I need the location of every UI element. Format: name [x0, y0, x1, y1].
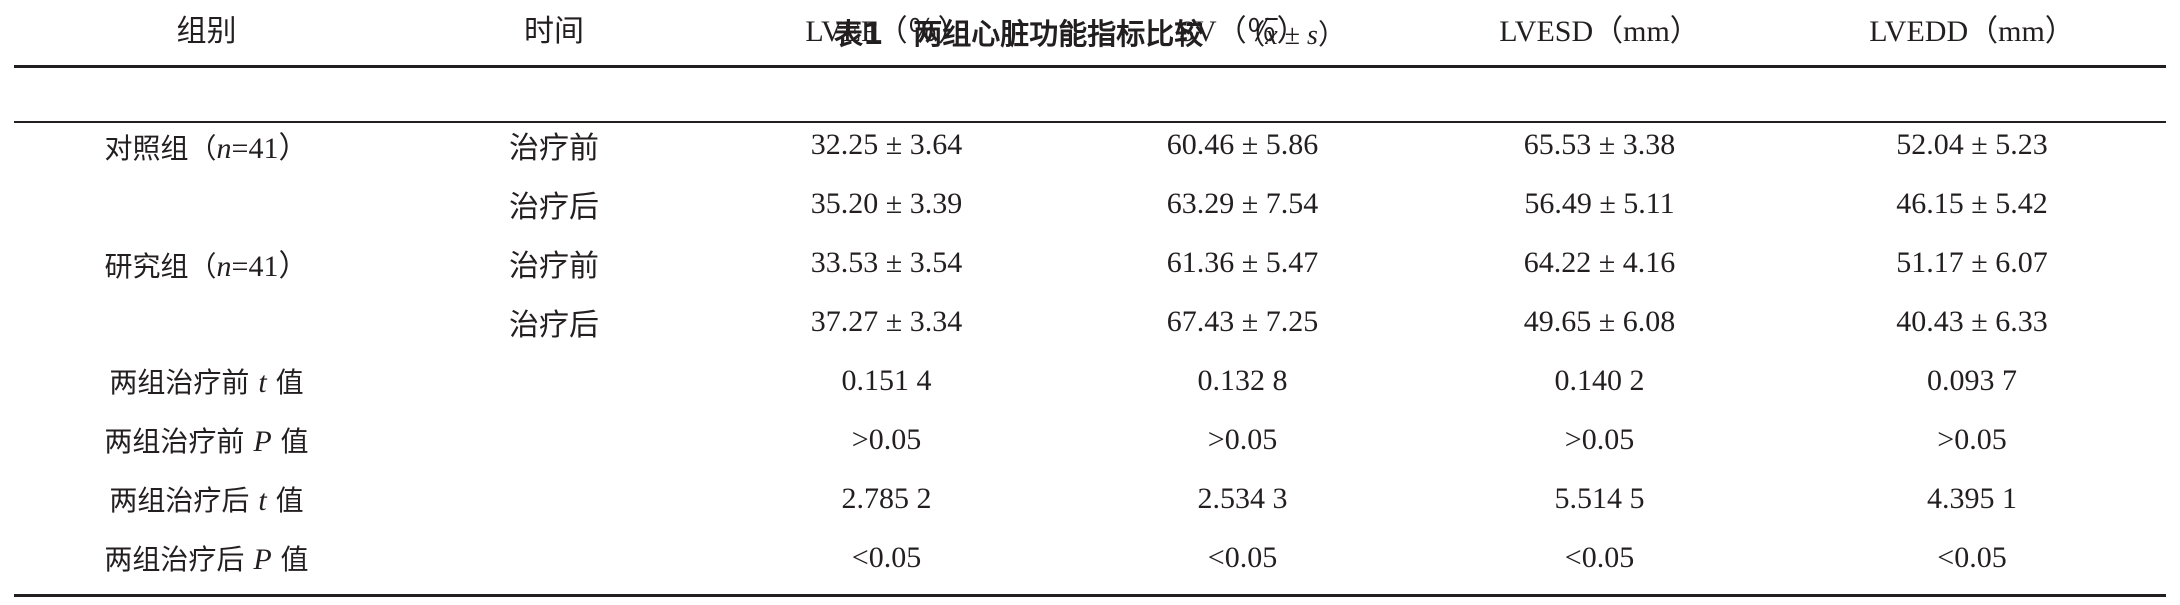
time-cell: 治疗后 — [509, 189, 599, 225]
value-cell: 63.29 ± 7.54 — [1166, 186, 1319, 220]
value-cell: 67.43 ± 7.25 — [1166, 304, 1319, 338]
notation-sd-symbol: s — [1307, 20, 1318, 51]
table-row: 治疗后 37.27 ± 3.34 67.43 ± 7.25 49.65 ± 6.… — [14, 292, 2166, 351]
empty-cell — [399, 410, 709, 469]
value-cell: 64.22 ± 4.16 — [1523, 245, 1676, 279]
value-cell: 37.27 ± 3.34 — [810, 304, 963, 338]
empty-cell — [399, 351, 709, 410]
stat-value-cell: 2.534 3 — [1197, 481, 1288, 515]
stat-value-cell: <0.05 — [1937, 540, 2007, 574]
empty-cell — [399, 528, 709, 587]
table-row: 研究组（n=41） 治疗前 33.53 ± 3.54 61.36 ± 5.47 … — [14, 233, 2166, 292]
value-cell: 33.53 ± 3.54 — [810, 245, 963, 279]
group-cell: 对照组（n=41） — [104, 131, 309, 165]
value-cell: 49.65 ± 6.08 — [1523, 304, 1676, 338]
table-bottom-rule — [14, 594, 2166, 597]
stat-value-cell: <0.05 — [1207, 540, 1278, 574]
stat-row: 两组治疗前 P 值 >0.05 >0.05 >0.05 >0.05 — [14, 410, 2166, 469]
stat-row: 两组治疗后 P 值 <0.05 <0.05 <0.05 <0.05 — [14, 528, 2166, 587]
stat-value-cell: 0.132 8 — [1197, 363, 1288, 397]
value-cell: 40.43 ± 6.33 — [1896, 304, 2048, 338]
stat-value-cell: >0.05 — [851, 422, 922, 456]
value-cell: 51.17 ± 6.07 — [1896, 245, 2048, 279]
header-sv: SV（％） — [1178, 15, 1307, 48]
group-cell — [14, 292, 399, 351]
group-cell — [14, 174, 399, 233]
header-lvedd: LVEDD（mm） — [1869, 15, 2075, 48]
stat-label-cell: 两组治疗前 t 值 — [109, 365, 304, 399]
caption-spacer-row — [14, 56, 2166, 115]
time-cell: 治疗前 — [509, 130, 599, 166]
group-cell: 研究组（n=41） — [104, 249, 309, 283]
table-row: 治疗后 35.20 ± 3.39 63.29 ± 7.54 56.49 ± 5.… — [14, 174, 2166, 233]
table-top-rule — [14, 65, 2166, 68]
notation-plus-minus: ± — [1277, 20, 1308, 51]
statistic-notation: （x ± s） — [1237, 20, 1346, 51]
cardiac-function-table: 组别 时间 LVEF（％） SV（％） LVESD（mm） LVEDD（mm） … — [14, 0, 2166, 587]
value-cell: 52.04 ± 5.23 — [1896, 127, 2048, 161]
header-group: 组别 — [176, 14, 237, 49]
header-lvesd: LVESD（mm） — [1499, 15, 1700, 48]
header-time: 时间 — [524, 14, 584, 49]
stat-value-cell: 0.093 7 — [1927, 363, 2017, 397]
empty-cell — [399, 469, 709, 528]
stat-value-cell: 2.785 2 — [841, 481, 932, 515]
table-caption: 表1 两组心脏功能指标比较 （x ± s） — [0, 14, 2180, 56]
table-row: 对照组（n=41） 治疗前 32.25 ± 3.64 60.46 ± 5.86 … — [14, 115, 2166, 174]
time-cell: 治疗前 — [509, 248, 599, 284]
value-cell: 32.25 ± 3.64 — [810, 127, 963, 161]
value-cell: 46.15 ± 5.42 — [1896, 186, 2048, 220]
stat-value-cell: >0.05 — [1937, 422, 2007, 456]
stat-value-cell: 0.140 2 — [1554, 363, 1645, 397]
stat-label-cell: 两组治疗后 P 值 — [104, 542, 309, 576]
table-title: 两组心脏功能指标比较 — [913, 17, 1204, 51]
stat-value-cell: >0.05 — [1564, 422, 1635, 456]
stat-value-cell: 0.151 4 — [841, 363, 932, 397]
notation-mean-symbol: x — [1265, 20, 1278, 51]
stat-row: 两组治疗后 t 值 2.785 2 2.534 3 5.514 5 4.395 … — [14, 469, 2166, 528]
value-cell: 61.36 ± 5.47 — [1166, 245, 1319, 279]
stat-value-cell: 5.514 5 — [1554, 481, 1645, 515]
value-cell: 56.49 ± 5.11 — [1524, 186, 1675, 220]
table-header-rule — [14, 121, 2166, 123]
value-cell: 35.20 ± 3.39 — [810, 186, 963, 220]
stat-label-cell: 两组治疗后 t 值 — [109, 483, 304, 517]
stat-value-cell: <0.05 — [1564, 540, 1635, 574]
notation-close-paren: ） — [1317, 20, 1346, 51]
value-cell: 60.46 ± 5.86 — [1166, 127, 1319, 161]
stat-value-cell: >0.05 — [1207, 422, 1278, 456]
table-label: 表1 — [834, 17, 884, 51]
stat-label-cell: 两组治疗前 P 值 — [104, 424, 309, 458]
stat-value-cell: <0.05 — [851, 540, 922, 574]
header-row: 组别 时间 LVEF（％） SV（％） LVESD（mm） LVEDD（mm） — [14, 0, 2166, 56]
stat-row: 两组治疗前 t 值 0.151 4 0.132 8 0.140 2 0.093 … — [14, 351, 2166, 410]
time-cell: 治疗后 — [509, 307, 599, 343]
value-cell: 65.53 ± 3.38 — [1523, 127, 1676, 161]
stat-value-cell: 4.395 1 — [1927, 481, 2017, 515]
notation-open-paren: （ — [1237, 20, 1266, 51]
header-lvef: LVEF（％） — [805, 15, 968, 48]
